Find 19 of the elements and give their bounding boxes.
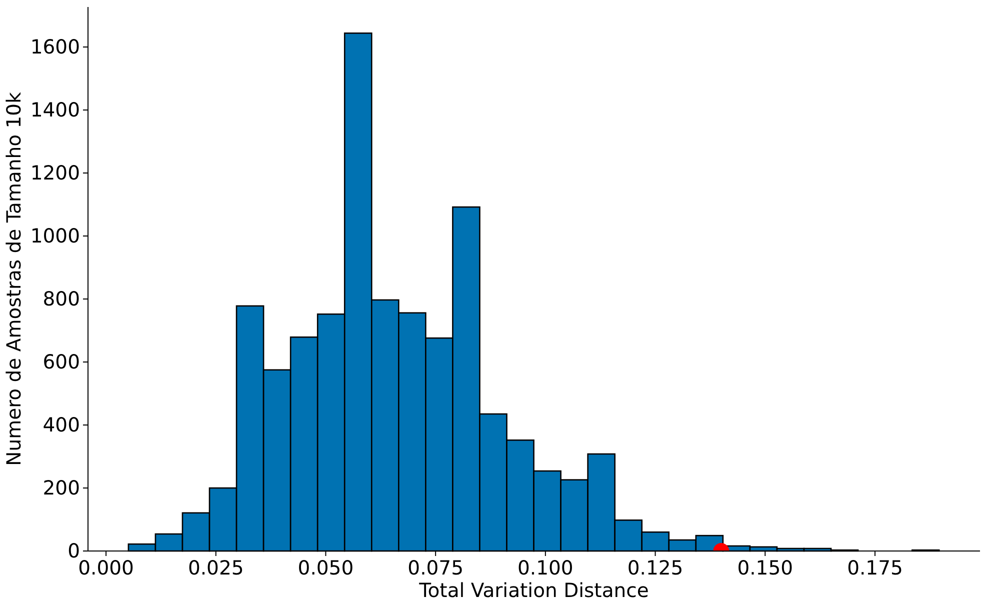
x-tick-label: 0.100 xyxy=(518,556,574,580)
x-tick-label: 0.125 xyxy=(627,556,684,580)
x-tick-label: 0.075 xyxy=(408,556,464,580)
y-tick-label: 1200 xyxy=(30,162,80,185)
y-tick-label: 1600 xyxy=(30,36,80,59)
x-tick-label: 0.025 xyxy=(188,556,244,580)
y-tick-label: 600 xyxy=(42,350,80,374)
x-axis-title: Total Variation Distance xyxy=(418,579,649,602)
y-tick-label: 400 xyxy=(42,414,80,436)
x-tick-label: 0.150 xyxy=(737,556,794,580)
y-tick-label: 800 xyxy=(42,288,80,310)
x-tick-label: 0.000 xyxy=(78,556,134,580)
x-tick-label: 0.050 xyxy=(298,556,354,580)
y-tick-label: 1000 xyxy=(30,224,80,248)
x-tick-label: 0.175 xyxy=(847,556,903,580)
y-axis-title: Numero de Amostras de Tamanho 10k xyxy=(2,91,26,466)
y-tick-label: 1400 xyxy=(30,98,80,122)
y-tick-label: 0 xyxy=(68,540,80,562)
y-tick-label: 200 xyxy=(42,476,80,500)
